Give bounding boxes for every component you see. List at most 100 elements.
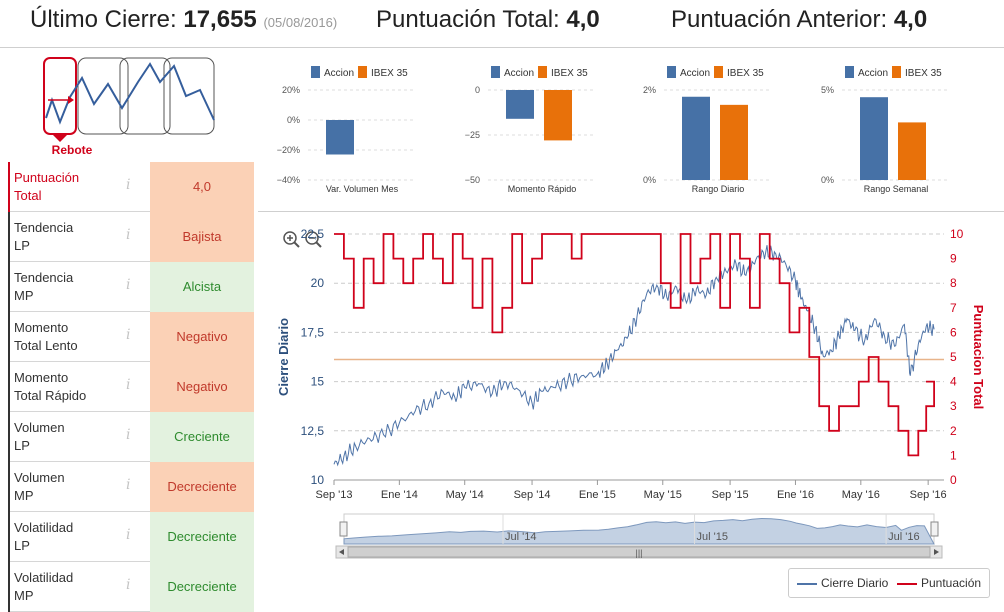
y-left-axis-title: Cierre Diario	[276, 318, 291, 396]
y-right-tick: 4	[950, 375, 957, 389]
navigator-area	[343, 517, 935, 545]
legend-score-swatch	[897, 582, 917, 585]
legend-accion-swatch	[667, 66, 676, 78]
bar-y-tick: −20%	[277, 145, 300, 155]
y-left-tick: 12,5	[301, 424, 325, 438]
bar-chart-panel: Accion IBEX 35 5% 0% Rango Semanal	[821, 66, 950, 194]
zoom-in-lens	[283, 231, 297, 245]
y-right-tick: 1	[950, 448, 957, 462]
pattern-pointer	[52, 134, 68, 142]
scrollbar-thumb[interactable]	[347, 546, 931, 558]
y-right-tick: 0	[950, 473, 957, 487]
x-tick-label: May '15	[644, 489, 682, 501]
legend-close-swatch	[797, 582, 817, 585]
info-icon[interactable]: i	[126, 327, 131, 343]
y-right-tick: 3	[950, 399, 957, 413]
bar-y-tick: −50	[465, 175, 480, 185]
metric-row[interactable]: Momento Total Lento i Negativo	[8, 312, 254, 362]
bar-accion	[682, 96, 710, 180]
bar-y-tick: −40%	[277, 175, 300, 185]
pattern-label: Rebote	[52, 143, 93, 157]
bar-chart-panel: Accion IBEX 35 2% 0% Rango Diario	[643, 66, 772, 194]
metric-row[interactable]: Momento Total Rápido i Negativo	[8, 362, 254, 412]
metric-value: Decreciente	[150, 512, 254, 562]
zoom-out-icon[interactable]	[305, 231, 322, 248]
pattern-arrow-head	[68, 96, 74, 104]
metric-value: Bajista	[150, 212, 254, 262]
previous-score: Puntuación Anterior: 4,0	[671, 6, 927, 34]
bar-ibex	[544, 90, 572, 141]
x-tick-label: Ene '15	[579, 489, 616, 501]
metric-value: Creciente	[150, 412, 254, 462]
metric-value: Decreciente	[150, 462, 254, 512]
section-divider	[258, 211, 1004, 212]
legend-ibex-swatch	[892, 66, 901, 78]
zoom-in-handle	[293, 241, 300, 248]
x-tick-label: Sep '13	[316, 489, 353, 501]
x-tick-label: May '16	[842, 489, 880, 501]
last-close-date: (05/08/2016)	[263, 15, 338, 30]
score-series-line	[334, 233, 935, 457]
info-icon[interactable]: i	[126, 177, 131, 193]
bar-y-tick: 0%	[287, 115, 300, 125]
x-tick-label: May '14	[446, 489, 484, 501]
metric-row[interactable]: Volumen MP i Decreciente	[8, 462, 254, 512]
y-left-tick: 15	[311, 375, 325, 389]
bar-y-tick: 0	[475, 85, 480, 95]
legend-score-label: Puntuación	[921, 576, 982, 590]
x-tick-label: Ene '16	[777, 489, 814, 501]
zoom-in-icon[interactable]	[283, 231, 300, 248]
info-icon[interactable]: i	[126, 477, 131, 493]
y-left-tick: 20	[311, 276, 325, 290]
info-icon[interactable]: i	[126, 277, 131, 293]
metric-row[interactable]: Tendencia LP i Bajista	[8, 212, 254, 262]
navigator-right-handle[interactable]	[930, 521, 939, 537]
legend-accion-label: Accion	[858, 68, 888, 79]
legend-accion-swatch	[491, 66, 500, 78]
navigator-label: Jul '16	[888, 531, 919, 543]
legend-ibex-label: IBEX 35	[371, 68, 408, 79]
info-icon[interactable]: i	[126, 377, 131, 393]
info-icon[interactable]: i	[126, 227, 131, 243]
legend-accion-swatch	[311, 66, 320, 78]
info-icon[interactable]: i	[126, 427, 131, 443]
bar-y-tick: 5%	[821, 85, 834, 95]
legend-ibex-label: IBEX 35	[727, 68, 764, 79]
metric-row[interactable]: Volatilidad MP i Decreciente	[8, 562, 254, 612]
legend-item-close[interactable]: Cierre Diario	[797, 576, 888, 590]
metric-row[interactable]: Puntuación Total i 4,0	[8, 162, 254, 212]
legend-item-score[interactable]: Puntuación	[897, 576, 981, 590]
bar-y-tick: 20%	[282, 85, 300, 95]
x-tick-label: Sep '16	[910, 489, 947, 501]
bar-charts: Accion IBEX 35 20% 0% −20% −40% Var. Volumen M…	[277, 66, 950, 194]
metric-value: 4,0	[150, 162, 254, 212]
navigator-left-handle[interactable]	[339, 521, 348, 537]
info-icon[interactable]: i	[126, 577, 131, 593]
y-right-tick: 6	[950, 325, 957, 339]
bar-ibex	[720, 104, 748, 180]
chart-legend[interactable]: Cierre Diario Puntuación	[788, 568, 990, 598]
y-right-tick: 2	[950, 424, 957, 438]
metric-row[interactable]: Volatilidad LP i Decreciente	[8, 512, 254, 562]
navigator-label: Jul '15	[697, 531, 728, 543]
metric-row[interactable]: Volumen LP i Creciente	[8, 412, 254, 462]
zoom-out-lens	[305, 231, 319, 245]
scroll-right-arrow-icon[interactable]	[934, 549, 939, 555]
metric-row[interactable]: Tendencia MP i Alcista	[8, 262, 254, 312]
y-left-tick: 17,5	[301, 325, 325, 339]
previous-score-label: Puntuación Anterior:	[671, 6, 888, 33]
legend-ibex-swatch	[358, 66, 367, 78]
y-right-tick: 5	[950, 350, 957, 364]
metric-label: Volatilidad MP	[8, 562, 118, 612]
metric-label: Momento Total Rápido	[8, 362, 118, 412]
price-score-chart[interactable]: 10 12,5 15 17,5 20 22,5 0 1 2 3 4 5 6 7 8 9 10 Cierre Dia…	[258, 214, 1004, 564]
y-right-tick: 8	[950, 276, 957, 290]
info-icon[interactable]: i	[126, 527, 131, 543]
metric-value: Negativo	[150, 312, 254, 362]
last-close-value: 17,655	[183, 6, 257, 33]
metric-label: Momento Total Lento	[8, 312, 118, 362]
y-right-axis-title: Puntuacion Total	[971, 305, 986, 409]
x-tick-label: Ene '14	[381, 489, 418, 501]
scroll-left-arrow-icon[interactable]	[339, 549, 344, 555]
bar-chart-title: Rango Diario	[692, 184, 745, 194]
